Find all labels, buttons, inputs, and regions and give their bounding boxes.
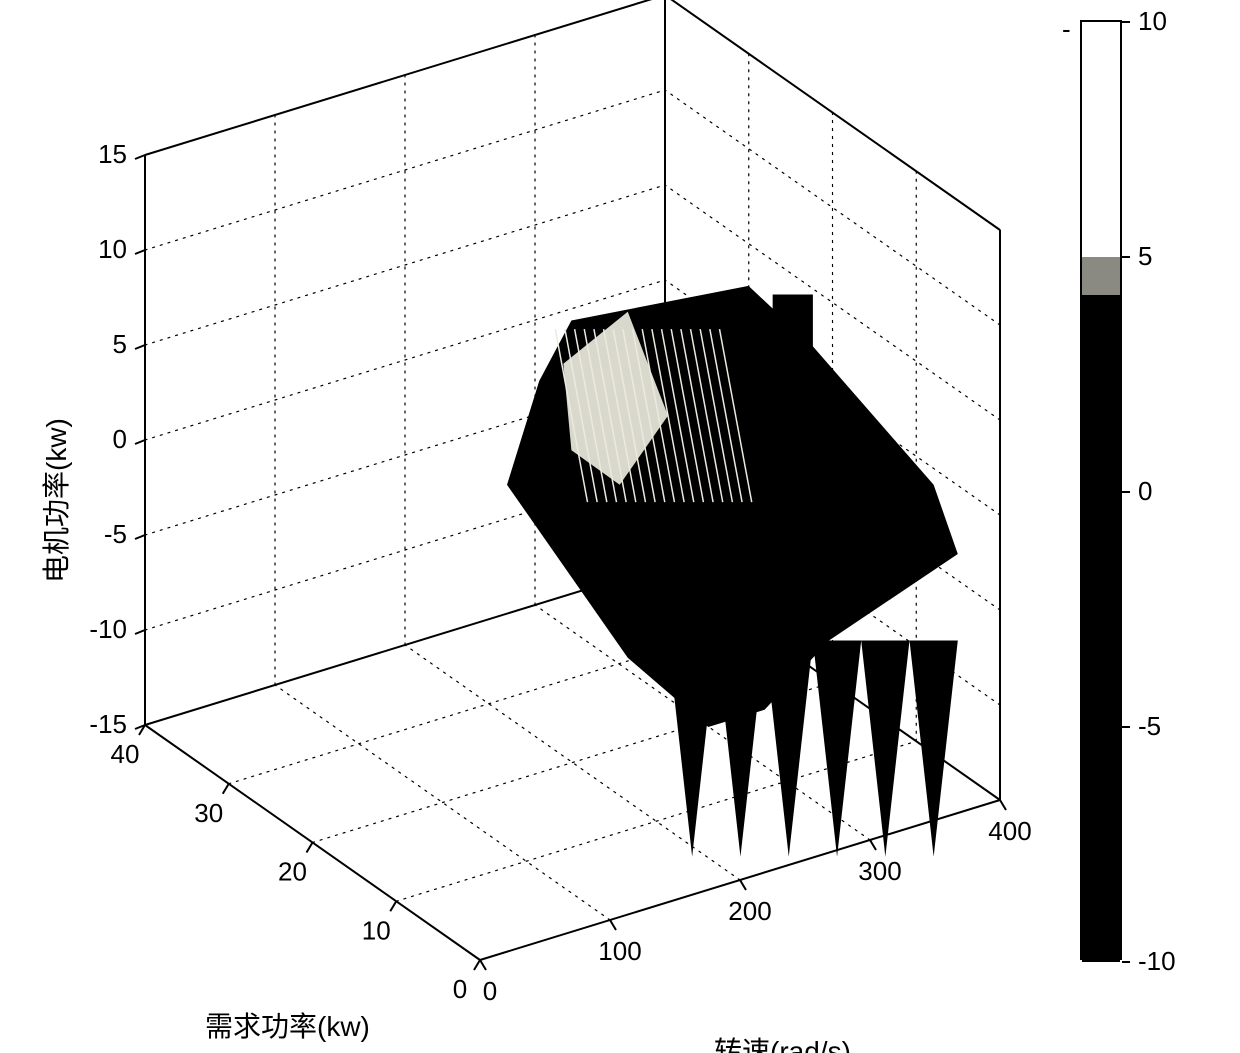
x-axis-label: 转速(rad/s)	[714, 1030, 851, 1053]
figure-stage: { "figure": { "width_px": 1240, "height_…	[0, 0, 1240, 1053]
svg-text:-15: -15	[89, 709, 127, 739]
surface3d-plot: -15-10-50510150100200300400010203040	[0, 0, 1240, 1053]
svg-text:100: 100	[598, 936, 641, 966]
colorbar-tick-label: 0	[1138, 476, 1152, 507]
svg-text:-10: -10	[89, 614, 127, 644]
svg-text:200: 200	[728, 896, 771, 926]
svg-text:0: 0	[483, 976, 497, 1006]
colorbar: -10-50510-	[1080, 20, 1202, 960]
svg-text:30: 30	[194, 798, 223, 828]
svg-text:40: 40	[111, 739, 140, 769]
colorbar-tick-label: 5	[1138, 241, 1152, 272]
svg-text:0: 0	[113, 424, 127, 454]
svg-text:10: 10	[362, 915, 391, 945]
svg-text:-5: -5	[104, 519, 127, 549]
svg-text:15: 15	[98, 139, 127, 169]
svg-text:0: 0	[453, 974, 467, 1004]
y-axis-label: 需求功率(kw)	[205, 1005, 370, 1045]
colorbar-tick-label: -5	[1138, 711, 1161, 742]
svg-text:400: 400	[988, 816, 1031, 846]
svg-text:300: 300	[858, 856, 901, 886]
colorbar-tick-label: 10	[1138, 6, 1167, 37]
svg-text:20: 20	[278, 857, 307, 887]
colorbar-tick-label: -10	[1138, 946, 1176, 977]
z-axis-label: 电机功率(kw)	[35, 418, 75, 583]
svg-text:10: 10	[98, 234, 127, 264]
svg-text:5: 5	[113, 329, 127, 359]
